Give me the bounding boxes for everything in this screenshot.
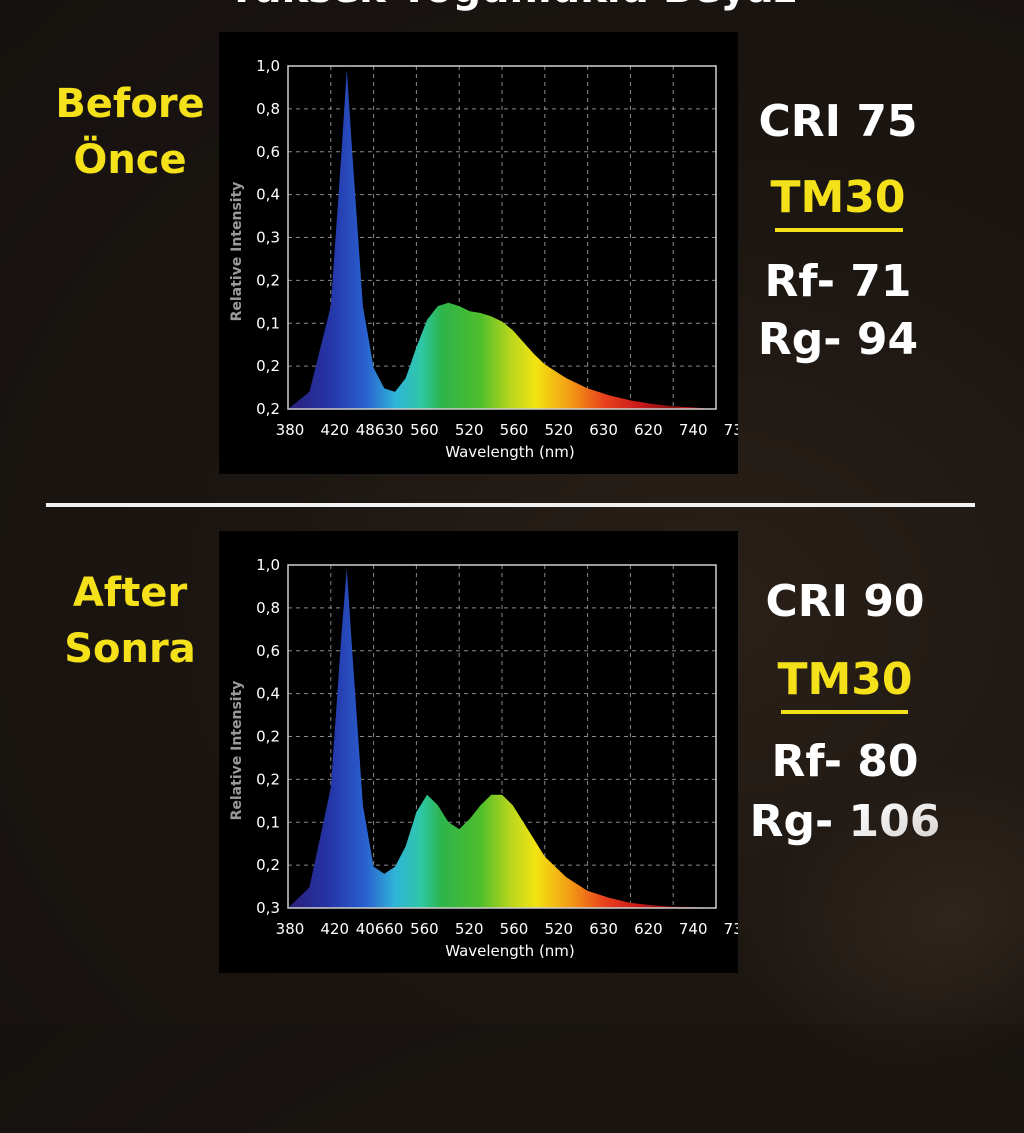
before-tm30-underline [775,228,903,232]
x-tick-label: 520 [455,920,484,938]
x-tick-label: 380 [276,421,305,439]
y-tick-label: 0,8 [256,100,280,118]
after-tm30-underline [781,710,908,714]
y-tick-label: 0,3 [256,899,280,917]
y-tick-label: 1,0 [256,57,280,75]
after-label: After Sonra [30,565,230,677]
spectrum-area [288,568,716,908]
y-tick-label: 1,0 [256,556,280,574]
before-label-tr: Önce [73,137,187,183]
before-rf: Rf- 71 [764,256,912,307]
after-label-en: After [72,570,188,616]
y-tick-label: 0,8 [256,599,280,617]
y-tick-label: 0,2 [256,728,280,746]
x-tick-label: 630 [589,920,618,938]
after-rf: Rf- 80 [771,736,919,787]
before-label: Before Önce [30,76,230,188]
x-tick-label: 520 [544,421,573,439]
y-axis-label: Relative Intensity [229,681,245,821]
section-divider [46,503,975,507]
plot-frame [287,564,717,909]
y-tick-label: 0,1 [256,314,280,332]
x-tick-label: 520 [455,421,484,439]
before-chart-panel: 1,0 0,8 0,6 0,4 0,3 0,2 0,1 0,2 0,2 380 420 48630 56… [219,32,738,474]
x-tick-label: 740 [679,920,708,938]
x-tick-label: 48630 [356,421,404,439]
after-tm30: TM30 [777,654,913,705]
x-axis-label: Wavelength (nm) [445,443,575,461]
x-tick-label: 560 [410,421,439,439]
x-tick-label: 420 [320,421,349,439]
x-tick-label: 630 [589,421,618,439]
before-label-en: Before [55,81,205,127]
x-tick-label: 420 [320,920,349,938]
after-cri: CRI 90 [765,576,925,627]
y-tick-label: 0,4 [256,186,280,204]
y-tick-label: 0,1 [256,813,280,831]
x-tick-label: 620 [634,421,663,439]
after-label-tr: Sonra [64,626,196,672]
y-tick-label: 0,6 [256,143,280,161]
x-tick-label: 520 [544,920,573,938]
after-spectrum-chart: 1,0 0,8 0,6 0,4 0,2 0,2 0,1 0,2 0,3 380 420 40660 56… [229,556,738,960]
spectrum-area [288,69,716,410]
x-tick-label: 620 [634,920,663,938]
after-rg: Rg- 106 [725,796,965,847]
y-tick-label: 0,2 [256,271,280,289]
plot-frame [287,65,717,410]
y-tick-label: 0,2 [256,856,280,874]
x-tick-label: 730 [724,421,738,439]
y-axis-label: Relative Intensity [229,182,245,322]
x-tick-label: 40660 [356,920,404,938]
before-rg: Rg- 94 [757,314,919,365]
x-tick-label: 740 [679,421,708,439]
after-chart-panel: 1,0 0,8 0,6 0,4 0,2 0,2 0,1 0,2 0,3 380 420 40660 56… [219,531,738,973]
y-tick-label: 0,2 [256,770,280,788]
y-tick-label: 0,4 [256,685,280,703]
page-title: Yüksek Yoğunluklu Beyaz [0,0,1024,12]
y-tick-label: 0,2 [256,400,280,418]
before-tm30: TM30 [770,172,906,223]
x-tick-label: 560 [410,920,439,938]
y-tick-label: 0,3 [256,229,280,247]
x-tick-label: 730 [724,920,738,938]
before-spectrum-chart: 1,0 0,8 0,6 0,4 0,3 0,2 0,1 0,2 0,2 380 420 48630 56… [229,57,738,461]
x-tick-label: 560 [500,920,529,938]
y-tick-label: 0,2 [256,357,280,375]
x-tick-label: 560 [500,421,529,439]
x-tick-label: 380 [276,920,305,938]
y-tick-label: 0,6 [256,642,280,660]
before-cri: CRI 75 [758,96,918,147]
x-axis-label: Wavelength (nm) [445,942,575,960]
